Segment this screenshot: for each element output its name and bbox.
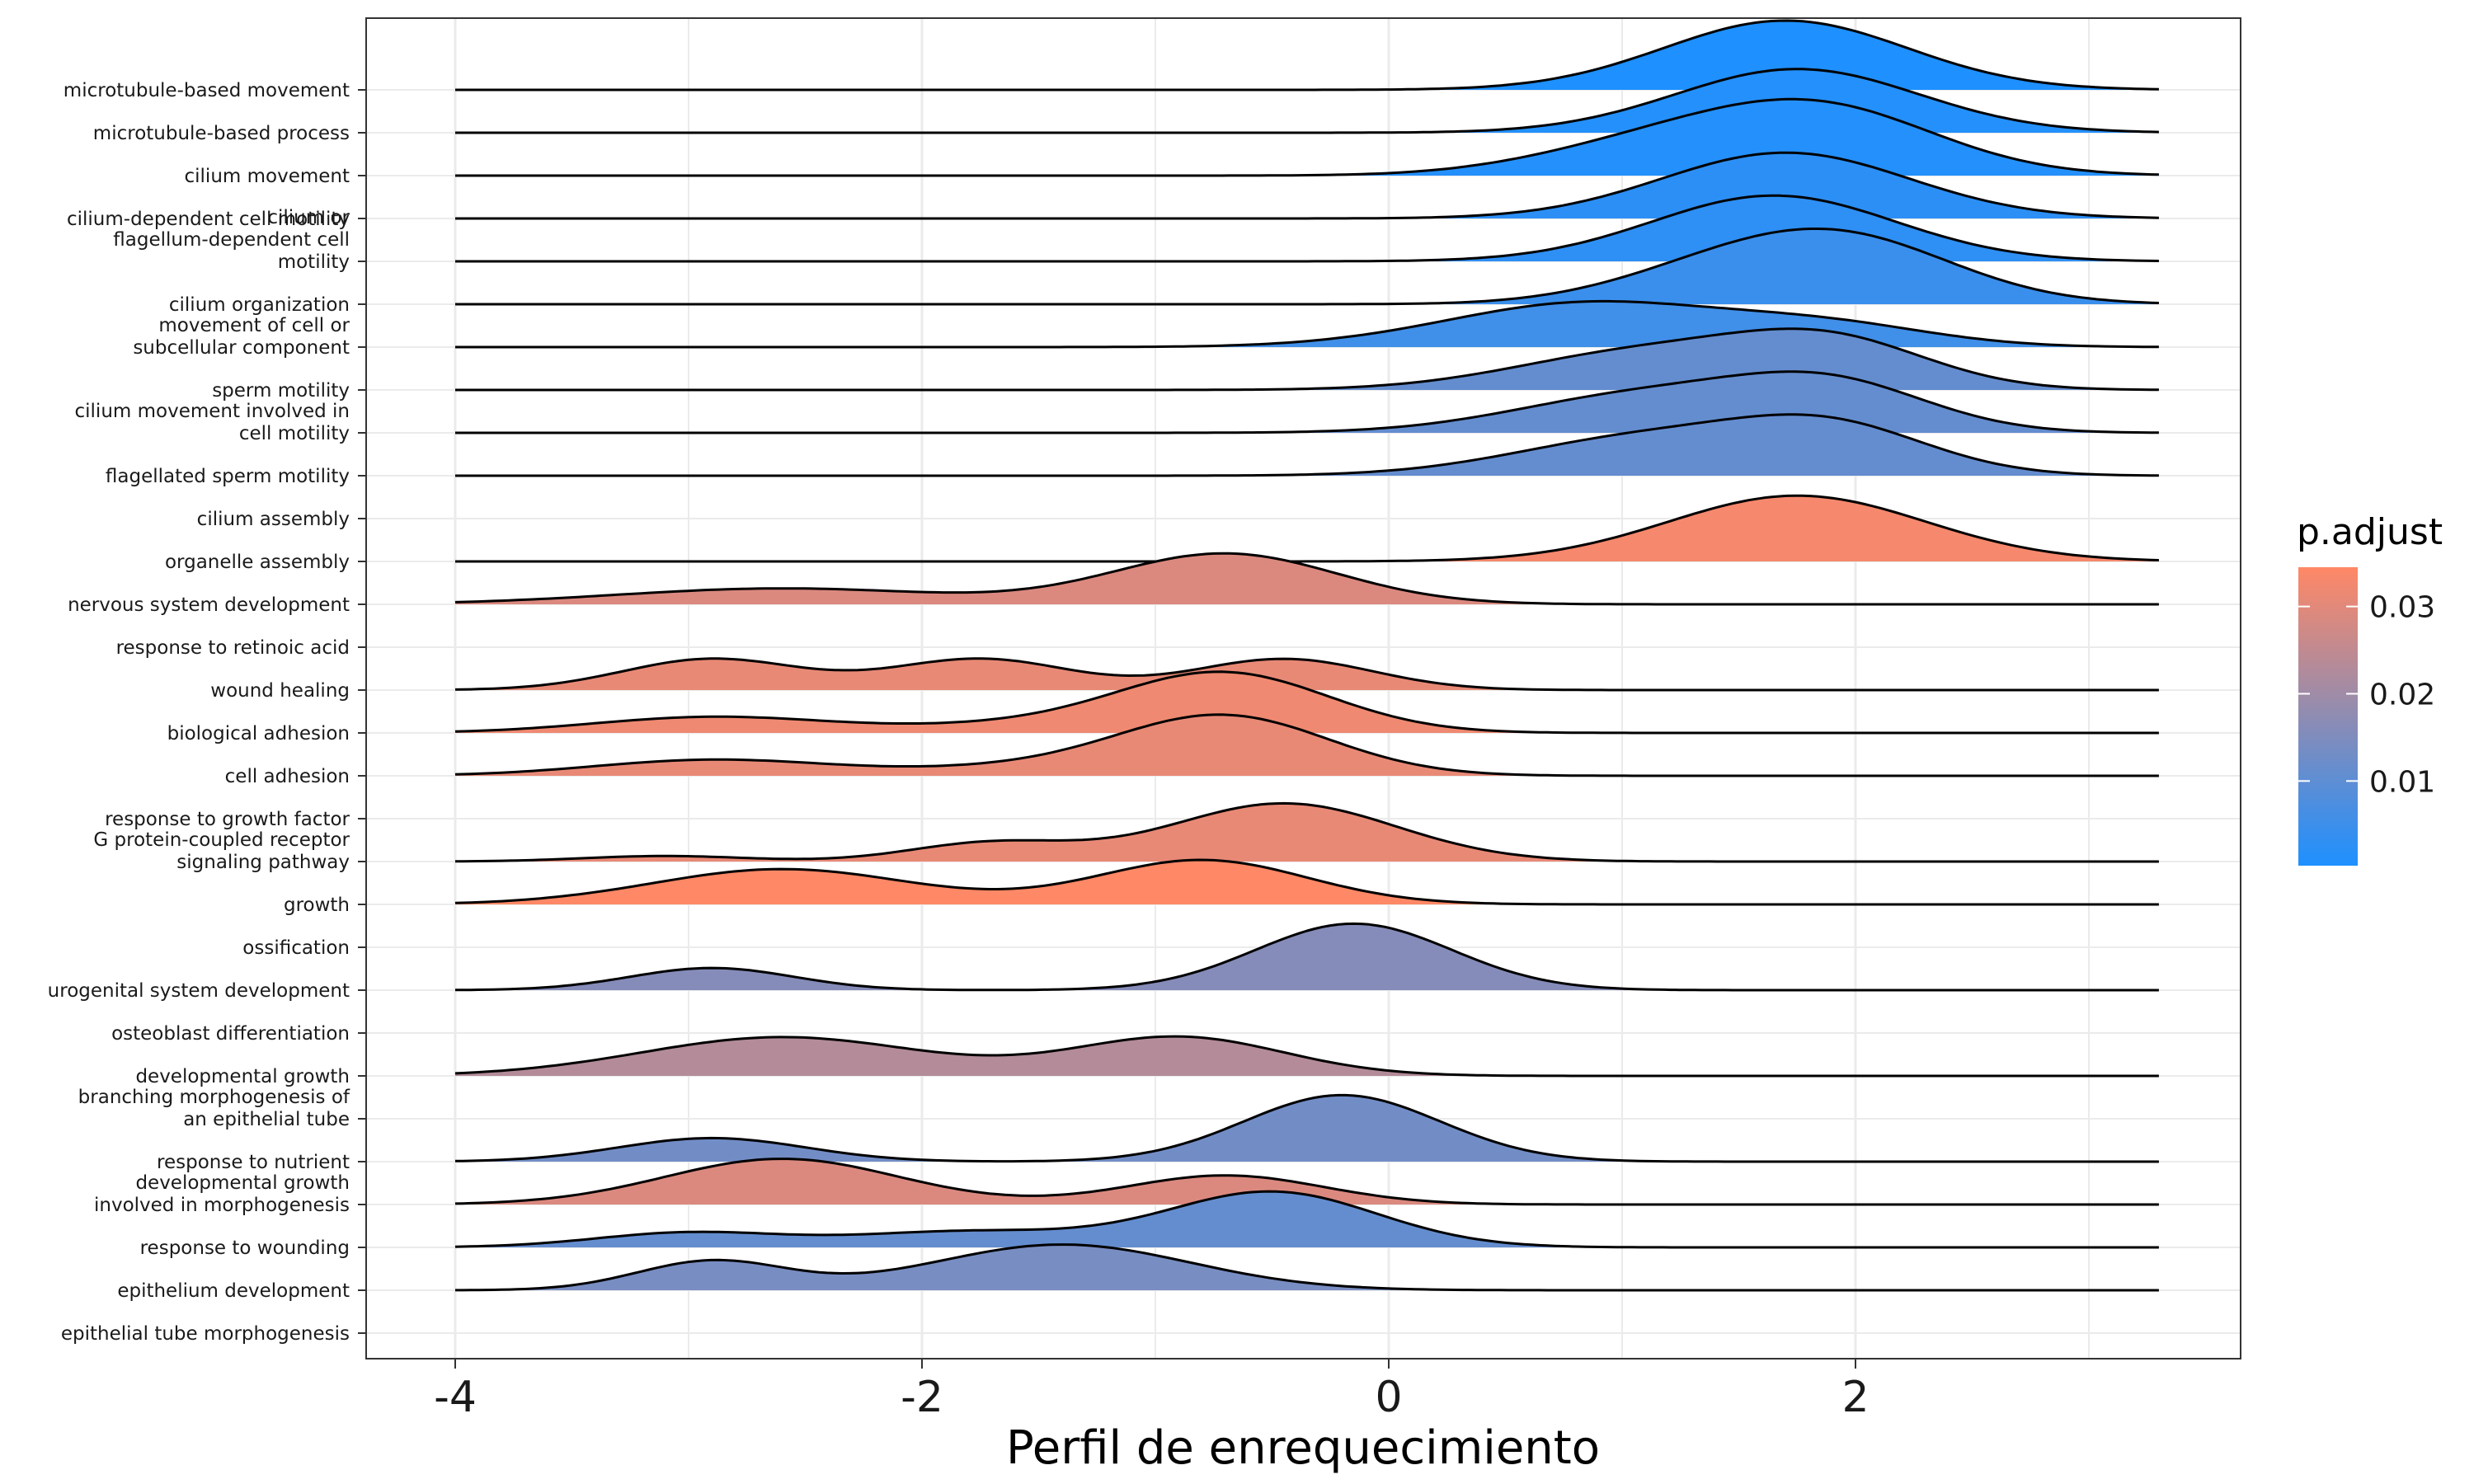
y-tick-label: microtubule-based movement — [63, 80, 350, 101]
legend-title: p.adjust — [2297, 511, 2443, 553]
ridge-fill — [455, 1158, 2159, 1205]
plot-border — [365, 17, 2241, 1360]
ridge-outline — [454, 1035, 2159, 1078]
y-tick-label: cilium-dependent cell motility — [67, 209, 350, 230]
ridge-fill — [455, 1244, 2159, 1290]
ridge-outline — [454, 858, 2159, 906]
x-tick-label: -2 — [901, 1373, 943, 1422]
y-tick-label: developmental growth — [135, 1066, 350, 1087]
ridge-fill — [455, 21, 2159, 90]
y-tick-label: cilium organization — [169, 294, 350, 316]
ridge-outline — [455, 19, 2159, 92]
y-tick-label: response to nutrient — [157, 1152, 350, 1173]
ridge-outline — [454, 1158, 2159, 1206]
y-tick-label: organelle assembly — [165, 552, 350, 573]
ridge-outline — [455, 228, 2159, 306]
ridge-outline — [454, 1190, 2159, 1249]
ridge-fill — [455, 714, 2159, 776]
x-tick-label: 0 — [1375, 1373, 1402, 1422]
y-tick-label: cilium movement involved in — [75, 401, 350, 422]
x-axis-title: Perfil de enrequecimiento — [1006, 1421, 1600, 1475]
ridge-outline — [454, 657, 2159, 692]
ridge-outline — [455, 1243, 2159, 1292]
ridge-outline — [455, 97, 2159, 177]
y-tick-label: response to retinoic acid — [116, 637, 350, 659]
y-tick-label: biological adhesion — [167, 723, 350, 744]
y-tick-label: signaling pathway — [176, 852, 350, 873]
y-tick-label: motility — [278, 251, 350, 273]
ridge-fill — [455, 803, 2159, 862]
y-tick-label: flagellum-dependent cell — [113, 229, 350, 251]
ridge-outline — [454, 801, 2159, 863]
y-tick-label: branching morphogenesis of — [78, 1087, 350, 1108]
y-tick-label: involved in morphogenesis — [94, 1195, 350, 1216]
y-tick-label: urogenital system development — [48, 980, 350, 1002]
y-tick-label: growth — [284, 895, 350, 916]
y-tick-label: subcellular component — [133, 337, 350, 359]
y-tick-label: sperm motility — [212, 380, 350, 402]
ridge-fill — [455, 671, 2159, 733]
ridge-outline — [455, 370, 2159, 434]
y-tick-label: response to growth factor — [105, 809, 350, 830]
ridge-outline — [454, 1093, 2159, 1163]
ridge-outline — [455, 194, 2159, 263]
ridge-outline — [454, 552, 2159, 606]
y-tick-label: cilium assembly — [197, 509, 350, 530]
y-tick-label: developmental growth — [135, 1172, 350, 1194]
y-tick-label: response to wounding — [140, 1237, 350, 1259]
legend-colorbar — [2298, 567, 2358, 866]
ridge-outline — [455, 413, 2159, 477]
legend: p.adjust 0.01 0.02 0.03 — [2297, 511, 2443, 866]
ridge-outline — [455, 68, 2159, 134]
y-tick-label: wound healing — [210, 680, 350, 702]
y-tick-label: an epithelial tube — [183, 1109, 350, 1130]
ridge-outline — [454, 670, 2159, 735]
x-tick-label: 2 — [1841, 1373, 1869, 1422]
ridge-outline — [455, 327, 2159, 392]
ridge-outline — [455, 494, 2159, 563]
ridge-fill — [455, 658, 2159, 690]
y-tick-label: epithelium development — [117, 1280, 350, 1302]
ridge-fill — [455, 1036, 2159, 1076]
ridges — [454, 19, 2159, 1292]
ridge-fill — [455, 414, 2159, 476]
y-axis-labels: microtubule-based movement microtubule-ba… — [48, 80, 366, 1345]
ridge-outline — [454, 713, 2159, 777]
legend-tick-label: 0.01 — [2369, 765, 2435, 799]
x-axis: -4 -2 0 2 — [434, 1359, 1870, 1422]
ridge-outline — [455, 299, 2159, 349]
legend-ticks: 0.01 0.02 0.03 — [2298, 591, 2435, 799]
y-tick-label: cell adhesion — [225, 766, 350, 787]
y-tick-label: microtubule-based process — [93, 123, 350, 144]
y-tick-label: nervous system development — [68, 594, 350, 616]
y-tick-label: epithelial tube morphogenesis — [61, 1323, 350, 1345]
y-tick-label: G protein-coupled receptor — [93, 829, 350, 851]
ridge-fill — [455, 99, 2159, 176]
ridge-fill — [455, 228, 2159, 304]
y-tick-label: cell motility — [239, 423, 350, 444]
legend-tick-label: 0.03 — [2369, 591, 2435, 625]
ridge-fill — [455, 860, 2159, 904]
ridge-outline — [455, 151, 2159, 220]
y-tick-label: cilium movement — [185, 166, 350, 187]
ridge-fill — [455, 923, 2159, 990]
y-tick-label: movement of cell or — [158, 315, 350, 336]
y-tick-label: flagellated sperm motility — [106, 466, 350, 487]
ridge-fill — [455, 495, 2159, 561]
x-tick-label: -4 — [434, 1373, 477, 1422]
ridge-outline — [454, 922, 2159, 992]
ridge-fill — [455, 1191, 2159, 1247]
y-tick-label: osteoblast differentiation — [111, 1023, 350, 1045]
ridge-fill — [455, 1095, 2159, 1162]
y-tick-label: ossification — [242, 937, 350, 959]
legend-tick-label: 0.02 — [2369, 678, 2435, 711]
y-tick-label: cilium or — [267, 207, 350, 228]
